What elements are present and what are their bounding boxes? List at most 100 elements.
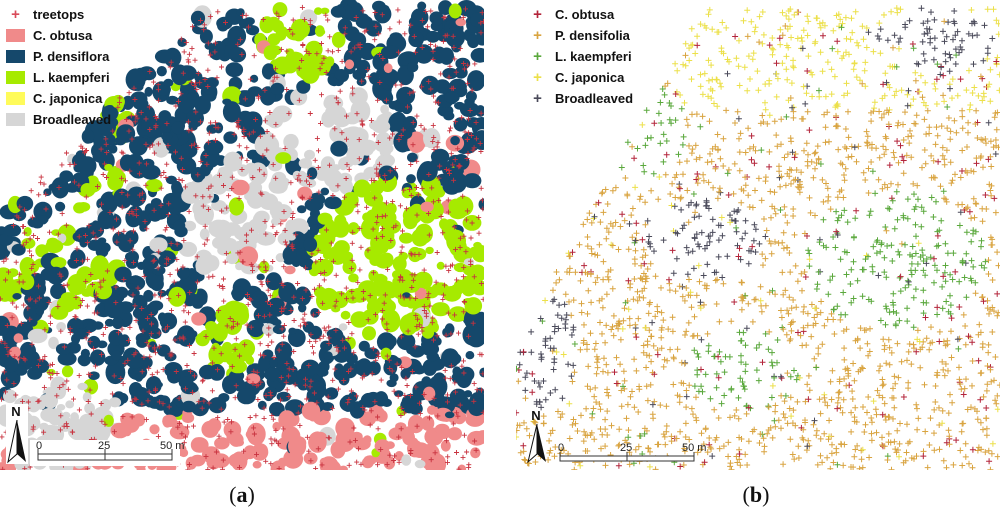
tree-crown [214,437,230,450]
treetop-marker [582,432,589,439]
treetop-marker [751,160,758,167]
tree-crown [35,306,45,316]
tree-crown [141,68,157,81]
treetop-marker [790,297,797,303]
treetop-marker [761,443,768,450]
treetop-marker [905,348,912,355]
treetop-marker [697,123,704,130]
treetop-marker [153,114,158,120]
treetop-marker [280,426,286,432]
treetop-marker [643,275,650,282]
treetop-marker [562,291,569,298]
treetop-marker [327,162,333,168]
treetop-marker [398,274,404,280]
treetop-marker [434,144,440,150]
tree-crown [126,186,147,207]
tree-crown [407,414,425,434]
treetop-marker [229,186,235,191]
legend-label: C. obtusa [555,7,615,22]
treetop-marker [0,396,4,402]
treetop-marker [245,376,251,382]
treetop-marker [773,93,780,100]
treetop-marker [216,283,222,289]
tree-crown [222,101,241,123]
treetop-marker [927,254,934,261]
treetop-marker [304,178,309,184]
tree-crown [321,110,336,128]
treetop-marker [926,130,933,137]
treetop-marker [375,140,381,145]
treetop-marker [375,462,381,468]
tree-crown [420,342,440,356]
treetop-marker [473,136,479,142]
tree-crown [148,300,164,311]
treetop-marker [1,258,7,264]
treetop-marker [742,230,749,237]
treetop-marker [972,228,979,235]
tree-crown [448,198,464,214]
treetop-marker [181,49,187,55]
tree-crown [84,402,95,414]
treetop-marker [968,238,975,245]
treetop-marker [156,399,162,405]
treetop-marker [641,425,648,432]
treetop-marker [384,327,390,333]
treetop-marker [848,153,855,160]
treetop-marker [746,145,753,152]
tree-crown [168,286,187,307]
treetop-marker [442,282,447,288]
treetop-marker [738,359,745,366]
tree-crown [157,116,170,127]
treetop-marker [953,437,960,444]
tree-crown [217,20,229,32]
treetop-marker [553,349,560,355]
treetop-marker [239,155,245,161]
treetop-marker [971,84,978,91]
treetop-marker [353,15,359,20]
tree-crown [238,246,259,267]
treetop-marker [452,312,458,318]
treetop-marker [387,365,393,371]
treetop-marker [348,49,354,55]
treetop-marker [636,294,643,300]
treetop-marker [440,296,446,302]
treetop-marker [153,124,159,130]
treetop-marker [691,235,698,242]
treetop-marker [419,45,425,50]
treetop-marker [179,431,185,437]
treetop-marker [205,466,211,470]
treetop-marker [863,128,870,135]
treetop-marker [985,119,992,126]
treetop-marker [547,390,554,396]
treetop-marker [931,80,938,87]
treetop-marker [846,51,852,58]
treetop-marker [165,212,171,218]
treetop-marker [624,192,631,199]
treetop-marker [375,173,381,179]
treetop-marker [537,383,543,390]
treetop-marker [588,219,595,226]
legend-label: P. densiflora [33,49,110,64]
treetop-marker [551,453,558,460]
treetop-marker [735,415,742,422]
tree-crown [445,26,466,48]
treetop-marker [408,450,414,456]
treetop-marker [454,277,460,283]
tree-crown [13,333,24,343]
treetop-marker [921,31,928,37]
tree-crown [136,336,149,348]
treetop-marker [313,466,319,470]
treetop-marker [167,64,173,70]
treetop-marker [149,372,155,378]
treetop-marker [830,27,837,34]
treetop-marker [879,394,886,401]
treetop-marker [885,430,892,437]
treetop-marker [656,174,663,180]
treetop-marker [824,109,831,116]
treetop-marker [804,233,810,239]
treetop-marker [369,371,375,377]
treetop-marker [414,323,420,329]
treetop-marker [365,66,371,72]
treetop-marker [662,171,669,178]
treetop-marker [374,220,380,226]
